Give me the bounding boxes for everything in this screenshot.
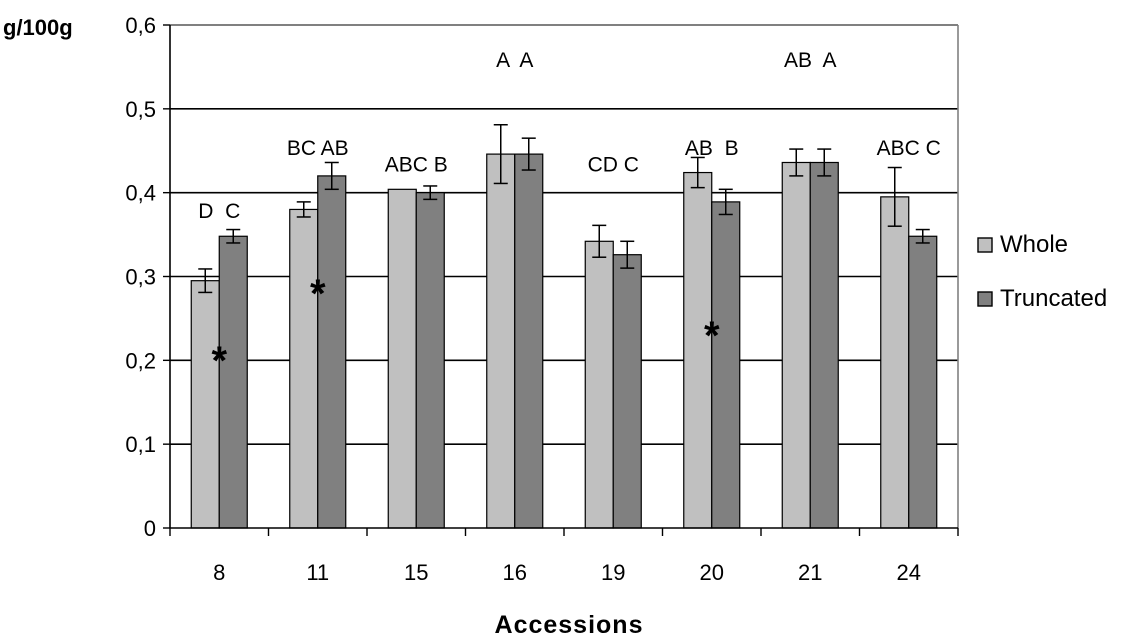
bar-truncated-8 <box>218 235 248 529</box>
significance-label: ABC C <box>877 137 941 160</box>
bar-truncated-20 <box>711 201 741 529</box>
bar-whole-8 <box>190 280 220 529</box>
bar-truncated-24 <box>908 235 938 529</box>
bar-truncated-11 <box>317 175 347 529</box>
legend-label-truncated: Truncated <box>1000 285 1107 312</box>
asterisk-marker: * <box>704 314 720 358</box>
y-tick-label: 0 <box>144 516 156 541</box>
y-tick-label: 0,6 <box>125 13 156 38</box>
x-axis-label: Accessions <box>495 611 644 639</box>
significance-label: ABC B <box>385 154 448 177</box>
axes: 0 0,1 0,2 0,3 0,4 0,5 0,6 8 11 15 16 19 20 21 24 <box>125 13 959 585</box>
significance-label: CD C <box>588 154 639 177</box>
legend-swatch-whole <box>977 237 993 253</box>
y-tick-label: 0,2 <box>125 348 156 373</box>
x-tick-label: 24 <box>897 560 921 585</box>
x-tick-label: 8 <box>213 560 225 585</box>
bar-truncated-19 <box>612 254 642 529</box>
x-tick-label: 11 <box>306 560 329 585</box>
bar-whole-24 <box>880 196 910 529</box>
bar-whole-19 <box>584 240 614 529</box>
legend-swatch-truncated <box>977 291 993 307</box>
y-axis-label: g/100g <box>3 15 73 40</box>
asterisk-marker: * <box>211 339 227 383</box>
y-tick-label: 0,4 <box>125 181 156 206</box>
significance-label: D C <box>198 200 240 223</box>
significance-label: BC AB <box>287 137 349 160</box>
x-tick-label: 16 <box>503 560 527 585</box>
significance-label: AB A <box>784 49 837 72</box>
bar-truncated-21 <box>809 161 839 529</box>
x-tick-label: 19 <box>601 560 625 585</box>
y-tick-label: 0,3 <box>125 265 156 290</box>
significance-label: A A <box>496 49 533 72</box>
bar-truncated-15 <box>415 192 445 529</box>
legend-label-whole: Whole <box>1000 231 1068 258</box>
legend: Whole Truncated <box>977 231 1107 312</box>
bar-whole-21 <box>781 161 811 529</box>
bar-whole-16 <box>486 153 516 529</box>
y-tick-label: 0,5 <box>125 97 156 122</box>
bar-whole-20 <box>683 171 713 529</box>
x-tick-label: 21 <box>798 560 822 585</box>
x-tick-label: 20 <box>700 560 724 585</box>
gridlines <box>170 24 959 528</box>
significance-label: AB B <box>685 137 739 160</box>
bar-whole-15 <box>387 188 417 529</box>
x-tick-label: 15 <box>404 560 428 585</box>
bars <box>190 124 938 529</box>
asterisk-marker: * <box>310 272 326 316</box>
y-tick-label: 0,1 <box>125 432 156 457</box>
annotations: D C BC AB ABC B A A CD C AB B AB A ABC C * * * <box>198 49 941 383</box>
bar-whole-11 <box>289 208 319 529</box>
bar-truncated-16 <box>514 153 544 529</box>
